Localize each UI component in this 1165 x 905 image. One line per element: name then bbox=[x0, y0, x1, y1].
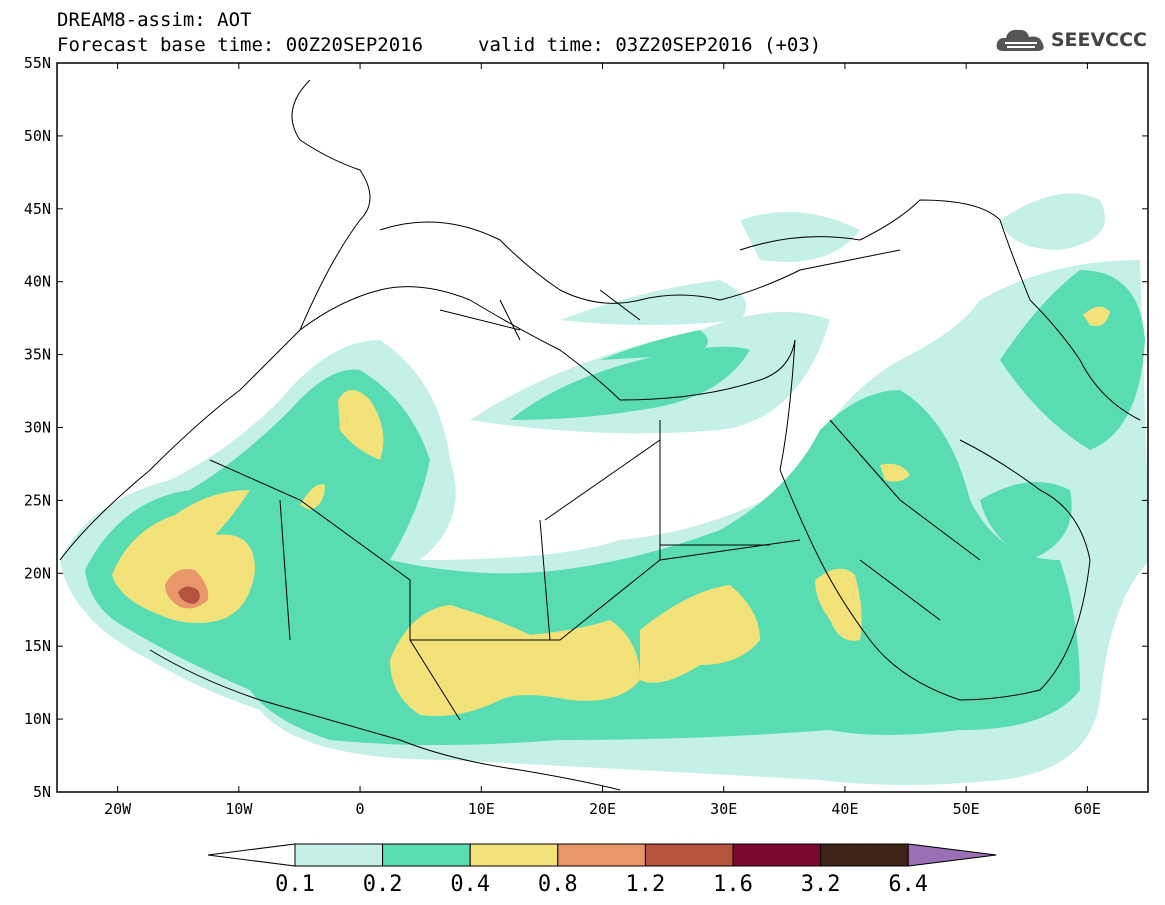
cloud-icon bbox=[996, 29, 1044, 51]
colorbar-swatch bbox=[557, 843, 646, 867]
colorbar-label: 3.2 bbox=[801, 872, 841, 897]
colorbar-swatch bbox=[294, 843, 384, 867]
lon-tick-label: 60E bbox=[1074, 800, 1101, 818]
lat-tick-label: 50N bbox=[24, 127, 51, 145]
longitude-axis: 20W 10W 0 10E 20E 30E 40E 50E 60E bbox=[104, 63, 1101, 818]
lon-tick-label: 20E bbox=[589, 800, 616, 818]
aot-band-1.2 bbox=[178, 586, 200, 604]
lon-tick-label: 30E bbox=[710, 800, 737, 818]
colorbar: 0.1 0.2 0.4 0.8 1.2 1.6 3.2 6.4 bbox=[207, 843, 997, 897]
map-subtitle: Forecast base time: 00Z20SEP2016 valid ti… bbox=[57, 35, 821, 55]
colorbar-over-arrow bbox=[907, 843, 997, 867]
lat-tick-label: 35N bbox=[24, 346, 51, 364]
latitude-axis: 55N 50N 45N 40N 35N 30N 25N 20N 15N 10N 5N bbox=[24, 54, 1148, 801]
lat-tick-label: 20N bbox=[24, 564, 51, 582]
valid-time: valid time: 03Z20SEP2016 (+03) bbox=[478, 34, 822, 56]
colorbar-swatch bbox=[732, 843, 822, 867]
lon-tick-label: 40E bbox=[831, 800, 858, 818]
map-title: DREAM8-assim: AOT bbox=[57, 9, 252, 31]
lon-tick-label: 10W bbox=[225, 800, 253, 818]
colorbar-label: 0.1 bbox=[275, 872, 315, 897]
lat-tick-label: 40N bbox=[24, 273, 51, 291]
colorbar-swatch bbox=[820, 843, 909, 867]
lat-tick-label: 55N bbox=[24, 54, 51, 72]
lat-tick-label: 15N bbox=[24, 637, 51, 655]
colorbar-label: 1.2 bbox=[626, 872, 666, 897]
logo-text: SEEVCCC bbox=[1050, 29, 1147, 51]
colorbar-under-arrow bbox=[207, 843, 296, 867]
coastlines bbox=[59, 79, 1141, 791]
aot-band-0.4 bbox=[112, 306, 1110, 716]
colorbar-swatch bbox=[382, 843, 471, 867]
lat-tick-label: 5N bbox=[33, 783, 51, 801]
lon-tick-label: 0 bbox=[356, 800, 365, 818]
lon-tick-label: 10E bbox=[468, 800, 495, 818]
lat-tick-label: 45N bbox=[24, 200, 51, 218]
aot-field bbox=[60, 193, 1148, 785]
colorbar-label: 1.6 bbox=[713, 872, 753, 897]
lon-tick-label: 50E bbox=[953, 800, 980, 818]
base-time: Forecast base time: 00Z20SEP2016 bbox=[57, 34, 424, 56]
seevccc-logo: SEEVCCC bbox=[995, 27, 1147, 53]
colorbar-label: 6.4 bbox=[888, 872, 928, 897]
colorbar-label: 0.4 bbox=[450, 872, 490, 897]
colorbar-swatch bbox=[469, 843, 559, 867]
lat-tick-label: 25N bbox=[24, 491, 51, 509]
colorbar-swatch bbox=[644, 843, 734, 867]
lat-tick-label: 30N bbox=[24, 419, 51, 437]
lat-tick-label: 10N bbox=[24, 710, 51, 728]
lon-tick-label: 20W bbox=[104, 800, 132, 818]
colorbar-label: 0.8 bbox=[538, 872, 578, 897]
colorbar-label: 0.2 bbox=[363, 872, 403, 897]
